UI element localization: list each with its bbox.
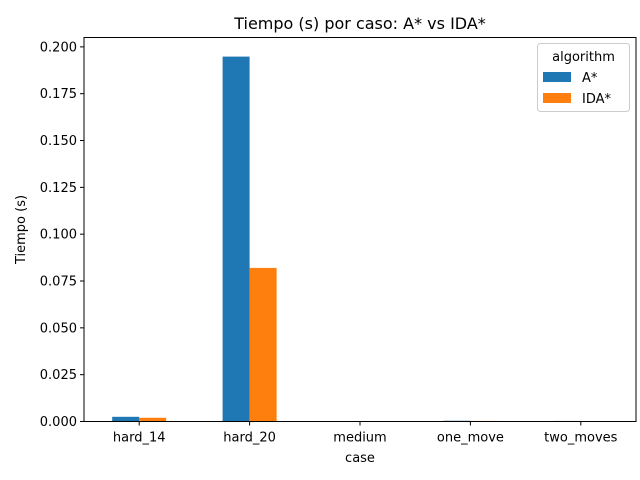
y-axis-label: Tiempo (s) xyxy=(14,195,29,265)
y-tick-label: 0.200 xyxy=(40,40,77,55)
bar-ida-star-hard_14 xyxy=(139,417,167,422)
y-tick-label: 0.125 xyxy=(40,181,77,196)
chart-title: Tiempo (s) por caso: A* vs IDA* xyxy=(233,14,486,33)
legend: algorithm A* IDA* xyxy=(537,43,630,112)
plot-frame xyxy=(83,37,637,422)
x-axis: hard_14 hard_20 medium one_move two_moves xyxy=(113,421,618,446)
y-tick-label: 0.100 xyxy=(40,228,77,243)
legend-title: algorithm xyxy=(552,50,615,65)
y-axis: 0.000 0.025 0.050 0.075 0.100 0.125 0.150 0.175… xyxy=(40,40,84,430)
legend-label-a-star: A* xyxy=(582,71,598,86)
legend-label-ida-star: IDA* xyxy=(582,92,612,107)
x-axis-label: case xyxy=(345,451,375,466)
x-tick-label: hard_14 xyxy=(113,431,166,446)
bar-a-star-hard_14 xyxy=(112,416,140,422)
x-tick-label: two_moves xyxy=(544,431,617,446)
y-tick-label: 0.175 xyxy=(40,87,77,102)
x-tick-label: one_move xyxy=(437,431,504,446)
bars-group xyxy=(112,56,608,422)
x-tick-label: hard_20 xyxy=(223,431,276,446)
y-tick-label: 0.025 xyxy=(40,368,77,383)
y-tick-label: 0.075 xyxy=(40,275,77,290)
y-tick-label: 0.000 xyxy=(40,415,77,430)
bar-ida-star-hard_20 xyxy=(249,267,277,422)
y-tick-label: 0.150 xyxy=(40,134,77,149)
legend-swatch-ida-star xyxy=(543,93,571,103)
x-tick-label: medium xyxy=(333,431,386,446)
bar-a-star-hard_20 xyxy=(222,56,250,422)
y-tick-label: 0.050 xyxy=(40,321,77,336)
legend-swatch-a-star xyxy=(543,72,571,82)
